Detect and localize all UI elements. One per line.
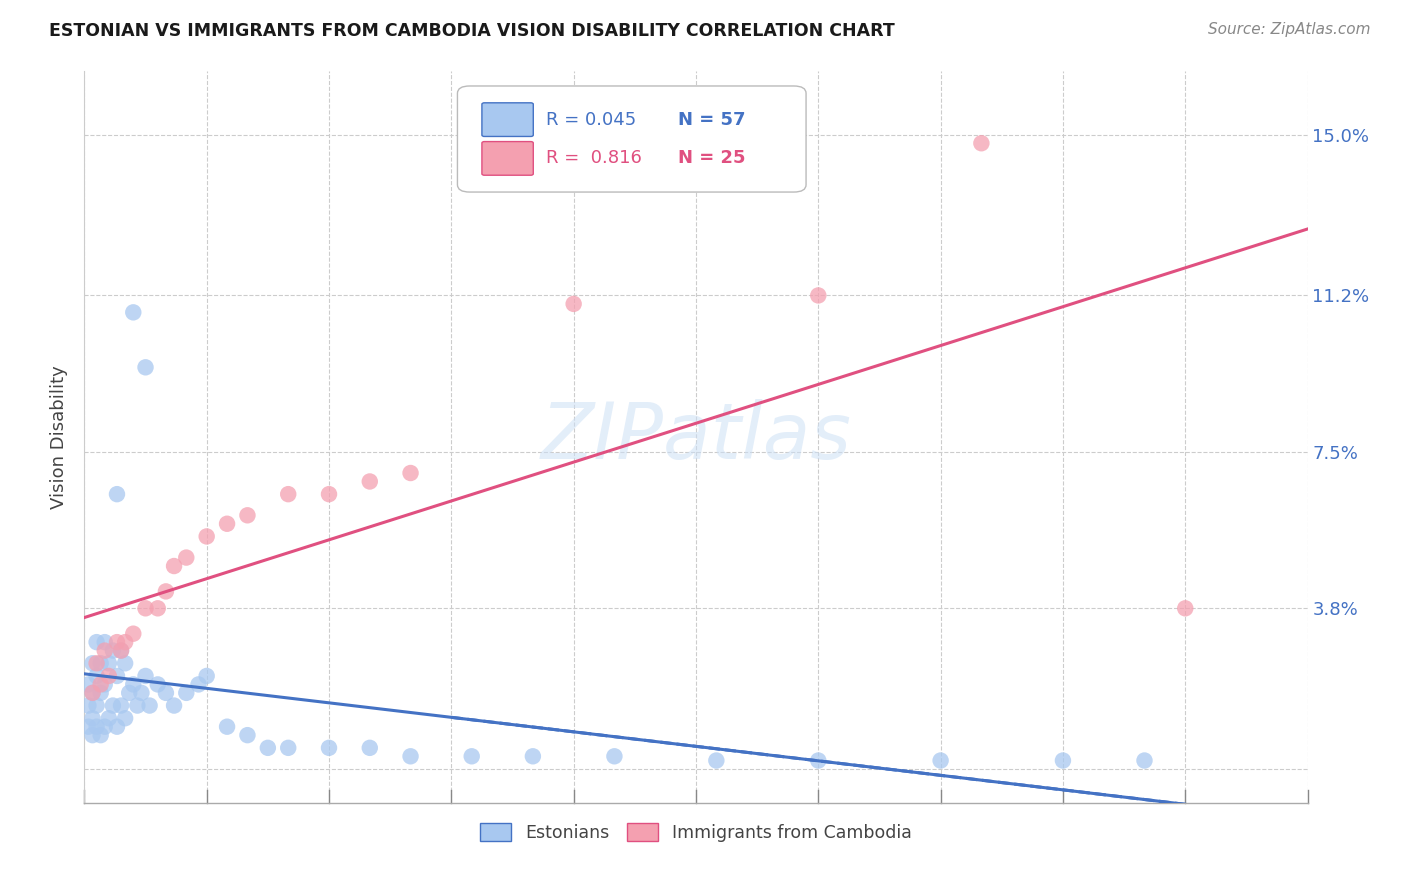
Point (82, 686, 104, 700)
Point (90, 686, 112, 700)
Point (1052, 754, 1074, 768)
Point (562, 297, 585, 311)
Point (807, 288, 830, 302)
Point (155, 584, 177, 599)
Point (217, 516, 239, 531)
Point (236, 508, 259, 523)
Point (461, 749, 484, 764)
Point (929, 754, 952, 768)
Point (706, 754, 728, 768)
Point (603, 749, 626, 764)
Point (101, 643, 124, 657)
Point (1174, 601, 1197, 615)
Point (187, 677, 209, 691)
Point (318, 487, 340, 501)
Point (90, 677, 112, 691)
Text: ESTONIAN VS IMMIGRANTS FROM CAMBODIA VISION DISABILITY CORRELATION CHART: ESTONIAN VS IMMIGRANTS FROM CAMBODIA VIS… (49, 22, 896, 40)
Point (195, 529, 218, 543)
Point (86, 720, 108, 734)
Point (114, 657, 136, 671)
Point (86, 669, 108, 683)
Point (82, 657, 104, 671)
Point (359, 475, 381, 489)
Point (93, 643, 115, 657)
Point (86, 635, 108, 649)
Text: Source: ZipAtlas.com: Source: ZipAtlas.com (1208, 22, 1371, 37)
Point (114, 711, 136, 725)
Point (318, 740, 340, 755)
Point (77, 698, 100, 713)
Point (174, 550, 197, 565)
Point (135, 669, 157, 683)
Point (105, 487, 128, 501)
FancyBboxPatch shape (482, 142, 533, 175)
Point (82, 711, 104, 725)
Point (122, 677, 145, 691)
Legend: Estonians, Immigrants from Cambodia: Estonians, Immigrants from Cambodia (474, 816, 918, 849)
Point (105, 720, 128, 734)
Point (277, 740, 299, 755)
Point (93, 720, 115, 734)
Point (86, 698, 108, 713)
Point (807, 754, 830, 768)
Point (77, 720, 100, 734)
Point (970, 136, 993, 151)
Text: N = 25: N = 25 (678, 149, 745, 168)
Point (114, 635, 136, 649)
Point (101, 698, 124, 713)
Text: N = 57: N = 57 (678, 111, 745, 128)
FancyBboxPatch shape (482, 103, 533, 136)
Point (122, 626, 145, 640)
Point (135, 360, 157, 375)
Point (138, 698, 160, 713)
Point (135, 601, 157, 615)
Point (127, 698, 149, 713)
Point (131, 686, 153, 700)
Point (146, 677, 169, 691)
Point (110, 643, 132, 657)
Point (1133, 754, 1156, 768)
Point (97, 669, 120, 683)
Point (155, 686, 177, 700)
Point (82, 686, 104, 700)
Point (522, 749, 544, 764)
Point (122, 305, 145, 319)
Point (399, 466, 422, 480)
Point (105, 669, 128, 683)
Point (93, 635, 115, 649)
Point (110, 698, 132, 713)
Point (82, 728, 104, 742)
Point (93, 677, 115, 691)
Point (97, 657, 120, 671)
Text: ZIPatlas: ZIPatlas (540, 399, 852, 475)
Point (77, 677, 100, 691)
Point (174, 686, 197, 700)
Point (236, 728, 259, 742)
Point (163, 698, 186, 713)
Y-axis label: Vision Disability: Vision Disability (51, 365, 69, 509)
Point (105, 635, 128, 649)
Point (277, 487, 299, 501)
Point (118, 686, 141, 700)
Point (97, 711, 120, 725)
FancyBboxPatch shape (457, 86, 806, 192)
Point (195, 669, 218, 683)
Point (359, 740, 381, 755)
Point (110, 643, 132, 657)
Point (146, 601, 169, 615)
Point (163, 559, 186, 574)
Point (90, 657, 112, 671)
Point (257, 740, 280, 755)
Point (399, 749, 422, 764)
Point (90, 728, 112, 742)
Text: R =  0.816: R = 0.816 (546, 149, 641, 168)
Point (217, 720, 239, 734)
Text: R = 0.045: R = 0.045 (546, 111, 636, 128)
Point (86, 657, 108, 671)
